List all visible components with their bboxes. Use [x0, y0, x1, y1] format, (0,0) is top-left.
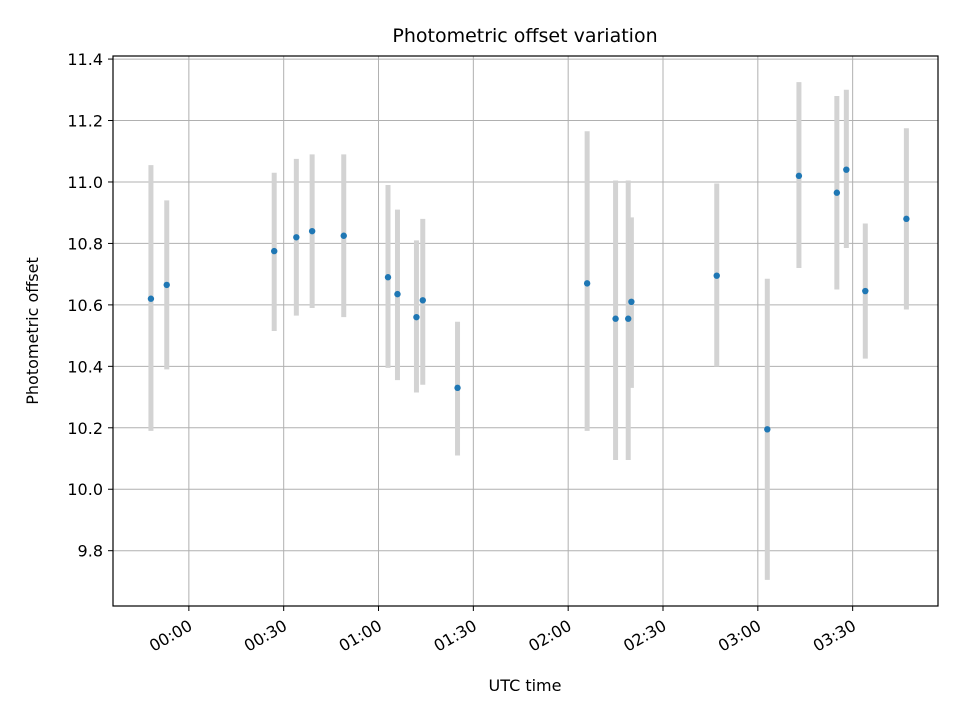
y-tick-label: 11.2	[67, 112, 103, 131]
y-tick-label: 10.0	[67, 480, 103, 499]
data-point	[628, 298, 635, 306]
data-point	[833, 189, 841, 196]
data-points	[147, 166, 910, 433]
data-point	[795, 172, 803, 180]
y-axis: 9.8 10.0 10.2 10.4 10.6 10.8 11.0 11.2 11.4	[67, 50, 113, 561]
data-point	[147, 295, 155, 302]
data-point	[583, 280, 591, 287]
data-point	[843, 166, 850, 173]
x-axis-title: UTC time	[489, 676, 562, 695]
data-point	[903, 215, 910, 223]
y-tick-label: 10.4	[67, 357, 103, 376]
y-axis-title: Photometric offset	[23, 257, 42, 405]
data-point	[413, 313, 420, 321]
data-point	[308, 227, 316, 235]
data-point	[454, 384, 461, 392]
data-point	[340, 232, 347, 239]
data-point	[713, 272, 720, 279]
y-tick-label: 10.6	[67, 296, 103, 315]
chart-title: Photometric offset variation	[392, 25, 657, 47]
y-tick-label: 11.4	[67, 50, 103, 69]
data-point	[163, 281, 170, 289]
y-tick-label: 9.8	[78, 542, 103, 561]
data-point	[271, 247, 278, 255]
plot-frame	[112, 55, 939, 607]
y-tick-label: 11.0	[67, 173, 103, 192]
data-point	[612, 315, 619, 322]
data-point	[419, 297, 426, 304]
data-point	[862, 287, 869, 295]
data-point	[625, 315, 632, 322]
data-point	[384, 274, 392, 281]
data-point	[764, 426, 771, 433]
data-point	[394, 290, 401, 298]
y-tick-label: 10.8	[67, 234, 103, 253]
y-tick-label: 10.2	[67, 419, 103, 438]
data-point	[293, 234, 300, 241]
